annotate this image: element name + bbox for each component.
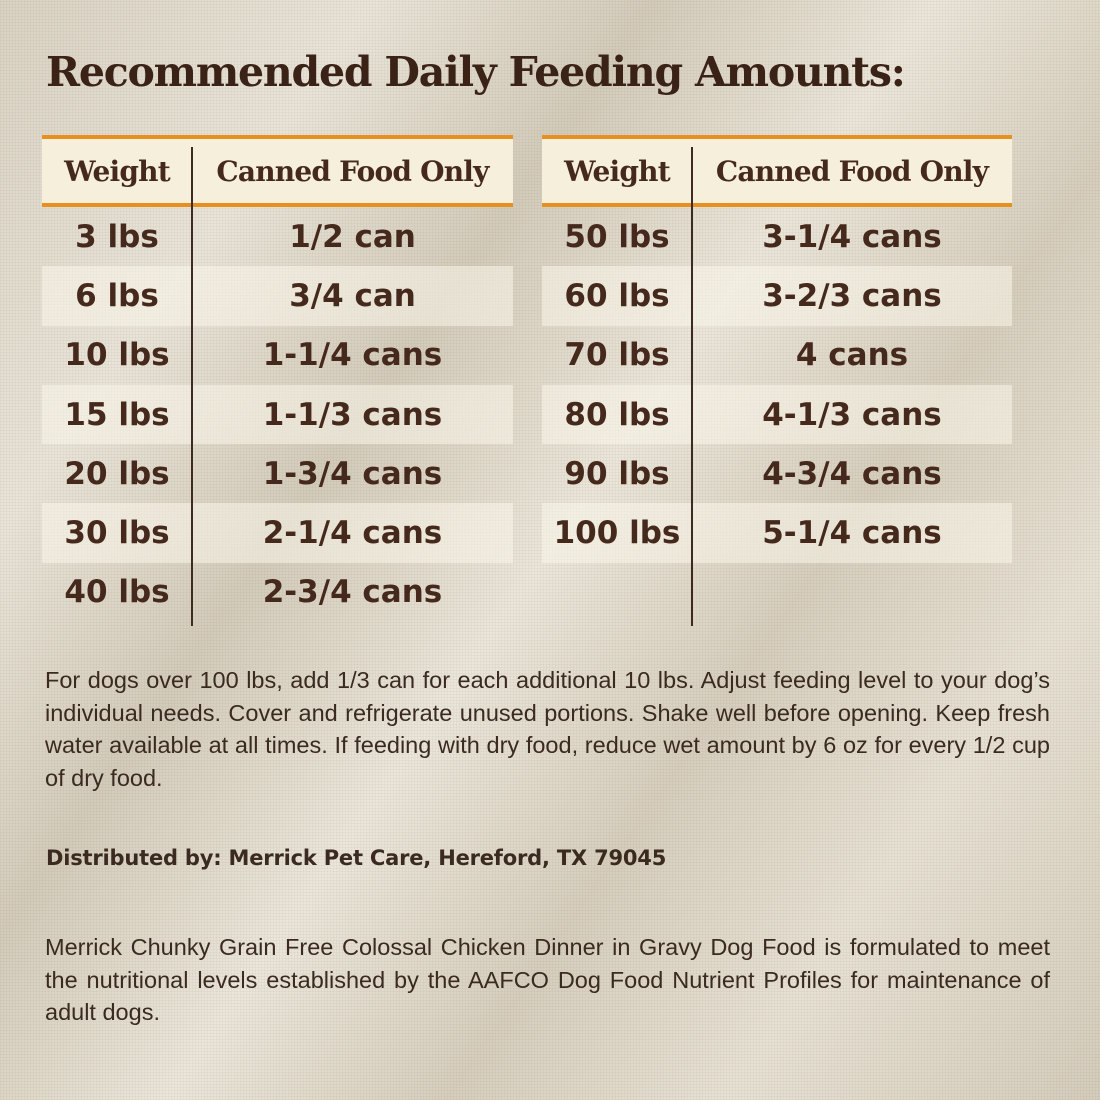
feeding-instructions: For dogs over 100 lbs, add 1/3 can for e…: [45, 667, 1050, 791]
amount-cell: 4 cans: [795, 337, 909, 374]
table-row: 6 lbs 3/4 can: [42, 266, 513, 326]
page-title: Recommended Daily Feeding Amounts:: [46, 48, 906, 96]
weight-cell: 40 lbs: [64, 574, 170, 611]
weight-cell: 20 lbs: [64, 455, 170, 492]
amount-cell: 4-3/4 cans: [762, 455, 942, 492]
amount-cell: 1-1/3 cans: [262, 396, 443, 433]
weight-cell: 50 lbs: [564, 218, 670, 255]
weight-cell: 70 lbs: [564, 337, 670, 374]
table-header: Weight Canned Food Only: [542, 135, 1012, 207]
weight-cell: 80 lbs: [564, 396, 670, 433]
table-row: 80 lbs 4-1/3 cans: [542, 384, 1012, 445]
amount-cell: 2-3/4 cans: [262, 574, 443, 611]
weight-cell: 30 lbs: [64, 515, 170, 552]
table-row: 30 lbs 2-1/4 cans: [42, 503, 513, 563]
weight-cell: 10 lbs: [64, 337, 170, 374]
amount-cell: 2-1/4 cans: [262, 515, 443, 552]
table-row: 40 lbs 2-3/4 cans: [42, 563, 513, 622]
header-canned-food-only: Canned Food Only: [216, 154, 489, 188]
column-divider: [191, 147, 193, 626]
feeding-table-right: Weight Canned Food Only 50 lbs 3-1/4 can…: [542, 135, 1012, 626]
amount-cell: 5-1/4 cans: [762, 515, 942, 552]
table-row: 10 lbs 1-1/4 cans: [42, 326, 513, 385]
feeding-table-left: Weight Canned Food Only 3 lbs 1/2 can 6 …: [42, 135, 513, 626]
weight-cell: 60 lbs: [564, 277, 670, 314]
amount-cell: 1-3/4 cans: [262, 455, 443, 492]
table-row: 60 lbs 3-2/3 cans: [542, 266, 1012, 326]
header-weight: Weight: [64, 154, 170, 188]
table-header: Weight Canned Food Only: [42, 135, 513, 207]
table-row: 50 lbs 3-1/4 cans: [542, 207, 1012, 266]
weight-cell: 3 lbs: [75, 218, 159, 255]
amount-cell: 4-1/3 cans: [762, 396, 942, 433]
amount-cell: 3/4 can: [289, 277, 416, 314]
amount-cell: 1-1/4 cans: [262, 337, 443, 374]
table-row: 90 lbs 4-3/4 cans: [542, 444, 1012, 503]
column-divider: [691, 147, 693, 626]
weight-cell: 15 lbs: [64, 396, 170, 433]
header-weight: Weight: [564, 154, 670, 188]
table-row: 100 lbs 5-1/4 cans: [542, 503, 1012, 563]
table-row: 15 lbs 1-1/3 cans: [42, 384, 513, 445]
table-row: 3 lbs 1/2 can: [42, 207, 513, 266]
aafco-statement: Merrick Chunky Grain Free Colossal Chick…: [45, 934, 1050, 1025]
amount-cell: 3-2/3 cans: [762, 277, 942, 314]
weight-cell: 90 lbs: [564, 455, 670, 492]
weight-cell: 100 lbs: [553, 515, 681, 552]
header-canned-food-only: Canned Food Only: [715, 154, 989, 188]
amount-cell: 1/2 can: [289, 218, 416, 255]
amount-cell: 3-1/4 cans: [762, 218, 942, 255]
table-row: 20 lbs 1-3/4 cans: [42, 444, 513, 503]
distributor-line: Distributed by: Merrick Pet Care, Herefo…: [46, 846, 667, 870]
table-row: 70 lbs 4 cans: [542, 326, 1012, 385]
weight-cell: 6 lbs: [75, 277, 159, 314]
